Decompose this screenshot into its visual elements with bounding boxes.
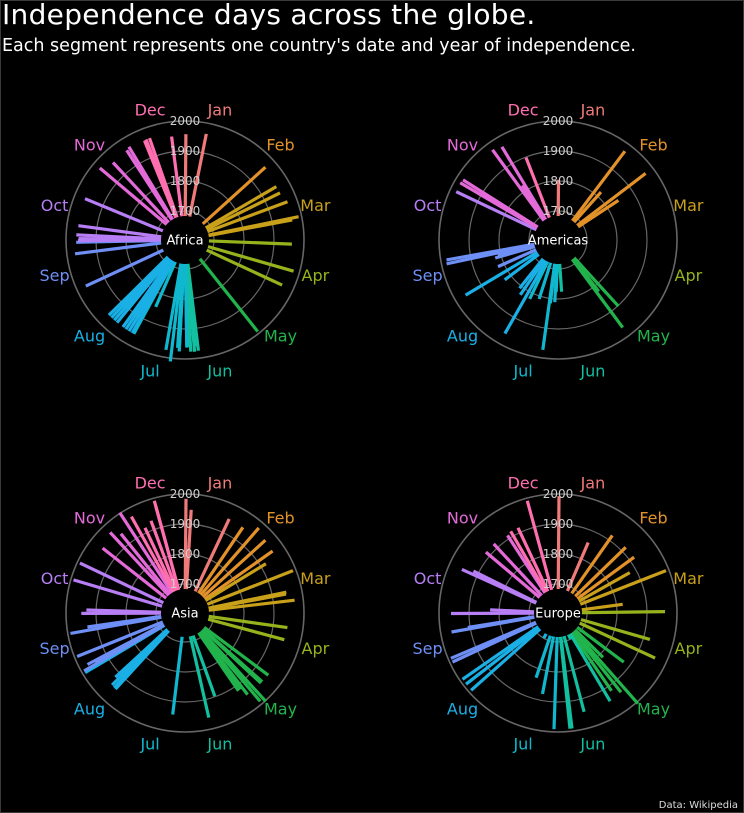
month-label-feb: Feb bbox=[266, 509, 294, 528]
month-label-jun: Jun bbox=[579, 361, 605, 380]
ring-label: 1700 bbox=[170, 204, 201, 218]
center-hole bbox=[534, 589, 582, 637]
region-label: Asia bbox=[171, 607, 198, 622]
month-label-jun: Jun bbox=[206, 734, 232, 753]
month-label-nov: Nov bbox=[447, 136, 478, 155]
ring-label: 2000 bbox=[170, 114, 201, 128]
month-label-oct: Oct bbox=[414, 196, 442, 215]
month-label-sep: Sep bbox=[40, 266, 70, 285]
month-label-oct: Oct bbox=[41, 569, 69, 588]
radial-panel-americas: 1700 1800 1900 2000 Americas Jan Feb Mar Apr May J… bbox=[413, 101, 704, 381]
ring-label: 2000 bbox=[543, 487, 574, 501]
ring-label: 1800 bbox=[170, 174, 201, 188]
month-label-apr: Apr bbox=[675, 266, 703, 285]
month-label-dec: Dec bbox=[135, 474, 166, 493]
month-label-apr: Apr bbox=[302, 266, 330, 285]
month-label-sep: Sep bbox=[413, 639, 443, 658]
radial-panel-asia: 1700 1800 1900 2000 Asia Jan Feb Mar Apr May Jun Ju… bbox=[40, 474, 331, 754]
grid-ring bbox=[438, 120, 678, 360]
month-label-sep: Sep bbox=[413, 266, 443, 285]
center-hole bbox=[161, 216, 209, 264]
chart-title: Independence days across the globe. bbox=[2, 0, 536, 31]
month-label-dec: Dec bbox=[508, 101, 539, 120]
month-label-oct: Oct bbox=[41, 196, 69, 215]
month-label-mar: Mar bbox=[673, 569, 704, 588]
ring-label: 1700 bbox=[543, 577, 574, 591]
month-label-jan: Jan bbox=[207, 101, 233, 120]
month-label-jan: Jan bbox=[580, 101, 606, 120]
month-label-aug: Aug bbox=[447, 700, 478, 719]
ring-label: 2000 bbox=[543, 114, 574, 128]
month-label-may: May bbox=[264, 700, 297, 719]
ring-label: 1700 bbox=[170, 577, 201, 591]
ring-label: 1700 bbox=[543, 204, 574, 218]
month-label-mar: Mar bbox=[300, 569, 331, 588]
grid-ring bbox=[65, 120, 305, 360]
ring-label: 1900 bbox=[170, 144, 201, 158]
radial-panel-europe: 1700 1800 1900 2000 Europe Jan Feb Mar Apr May Jun… bbox=[413, 474, 704, 754]
month-label-jun: Jun bbox=[206, 361, 232, 380]
month-label-nov: Nov bbox=[447, 509, 478, 528]
month-label-feb: Feb bbox=[639, 136, 667, 155]
month-label-jan: Jan bbox=[580, 474, 606, 493]
ring-label: 1800 bbox=[170, 547, 201, 561]
month-label-may: May bbox=[637, 700, 670, 719]
month-label-jun: Jun bbox=[579, 734, 605, 753]
month-label-jan: Jan bbox=[207, 474, 233, 493]
grid-ring bbox=[438, 493, 678, 733]
month-label-nov: Nov bbox=[74, 136, 105, 155]
ring-label: 1800 bbox=[543, 547, 574, 561]
ring-label: 1900 bbox=[543, 517, 574, 531]
source-credit: Data: Wikipedia bbox=[658, 800, 738, 811]
region-label: Europe bbox=[535, 607, 581, 622]
grid-ring bbox=[468, 150, 648, 330]
month-label-mar: Mar bbox=[673, 196, 704, 215]
chart-subtitle: Each segment represents one country's da… bbox=[2, 36, 636, 56]
ring-label: 1800 bbox=[543, 174, 574, 188]
center-hole bbox=[534, 216, 582, 264]
month-label-apr: Apr bbox=[675, 639, 703, 658]
month-label-may: May bbox=[637, 327, 670, 346]
ring-label: 1900 bbox=[170, 517, 201, 531]
month-label-may: May bbox=[264, 327, 297, 346]
month-label-dec: Dec bbox=[135, 101, 166, 120]
region-label: Africa bbox=[166, 234, 203, 249]
month-label-dec: Dec bbox=[508, 474, 539, 493]
month-label-aug: Aug bbox=[447, 327, 478, 346]
month-label-jul: Jul bbox=[512, 734, 532, 753]
month-label-jul: Jul bbox=[512, 361, 532, 380]
month-label-jul: Jul bbox=[139, 734, 159, 753]
center-hole bbox=[161, 589, 209, 637]
month-label-apr: Apr bbox=[302, 639, 330, 658]
region-label: Americas bbox=[528, 234, 589, 249]
ring-label: 2000 bbox=[170, 487, 201, 501]
grid-ring bbox=[65, 493, 305, 733]
month-label-sep: Sep bbox=[40, 639, 70, 658]
month-label-feb: Feb bbox=[266, 136, 294, 155]
month-label-aug: Aug bbox=[74, 700, 105, 719]
month-label-feb: Feb bbox=[639, 509, 667, 528]
ring-label: 1900 bbox=[543, 144, 574, 158]
month-label-mar: Mar bbox=[300, 196, 331, 215]
month-label-jul: Jul bbox=[139, 361, 159, 380]
month-label-oct: Oct bbox=[414, 569, 442, 588]
month-label-aug: Aug bbox=[74, 327, 105, 346]
radial-panel-africa: 1700 1800 1900 2000 Africa Jan Feb Mar Apr May Jun… bbox=[40, 101, 331, 381]
month-label-nov: Nov bbox=[74, 509, 105, 528]
